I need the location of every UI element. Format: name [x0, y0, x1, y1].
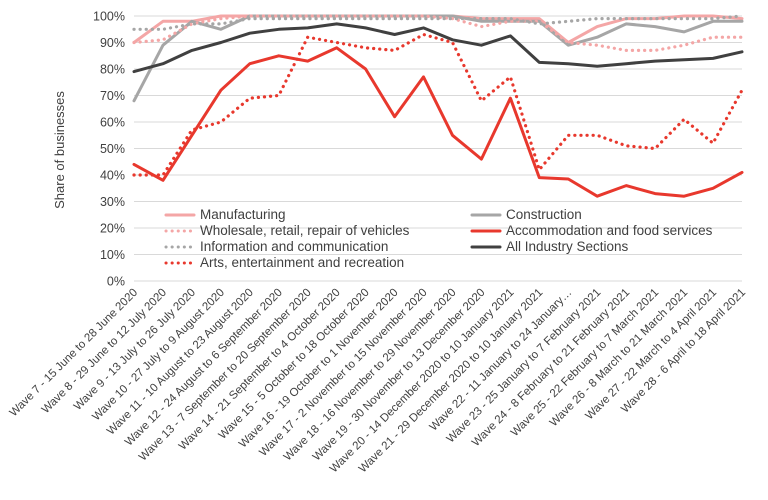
legend: Manufacturing Construction Wholesale, reta…	[164, 207, 713, 270]
y-tick-label: 20%	[100, 222, 125, 236]
y-tick-label: 100%	[93, 10, 125, 24]
y-tick-label: 80%	[100, 63, 125, 77]
series-lines	[132, 14, 744, 198]
series-line-4	[132, 14, 744, 31]
y-tick-label: 40%	[100, 169, 125, 183]
y-tick-label: 60%	[100, 116, 125, 130]
legend-label: Accommodation and food services	[506, 223, 713, 238]
legend-label: All Industry Sections	[506, 239, 629, 254]
legend-label: Information and communication	[200, 239, 388, 254]
series-line-3	[132, 46, 744, 198]
y-axis-title: Share of businesses	[52, 91, 67, 209]
legend-label: Arts, entertainment and recreation	[200, 255, 404, 270]
y-tick-label: 70%	[100, 89, 125, 103]
legend-label: Wholesale, retail, repair of vehicles	[200, 223, 410, 238]
y-tick-label: 50%	[100, 142, 125, 156]
series-line-1	[132, 14, 744, 103]
y-axis: 0% 10% 20% 30% 40% 50% 60% 70% 80% 90% 100%	[93, 10, 125, 289]
series-line-5	[132, 22, 744, 74]
y-tick-label: 0%	[107, 275, 125, 289]
legend-label: Manufacturing	[200, 207, 286, 222]
legend-label: Construction	[506, 207, 582, 222]
y-tick-label: 30%	[100, 195, 125, 209]
series-line-6	[132, 32, 744, 177]
y-tick-label: 90%	[100, 36, 125, 50]
y-tick-label: 10%	[100, 248, 125, 262]
